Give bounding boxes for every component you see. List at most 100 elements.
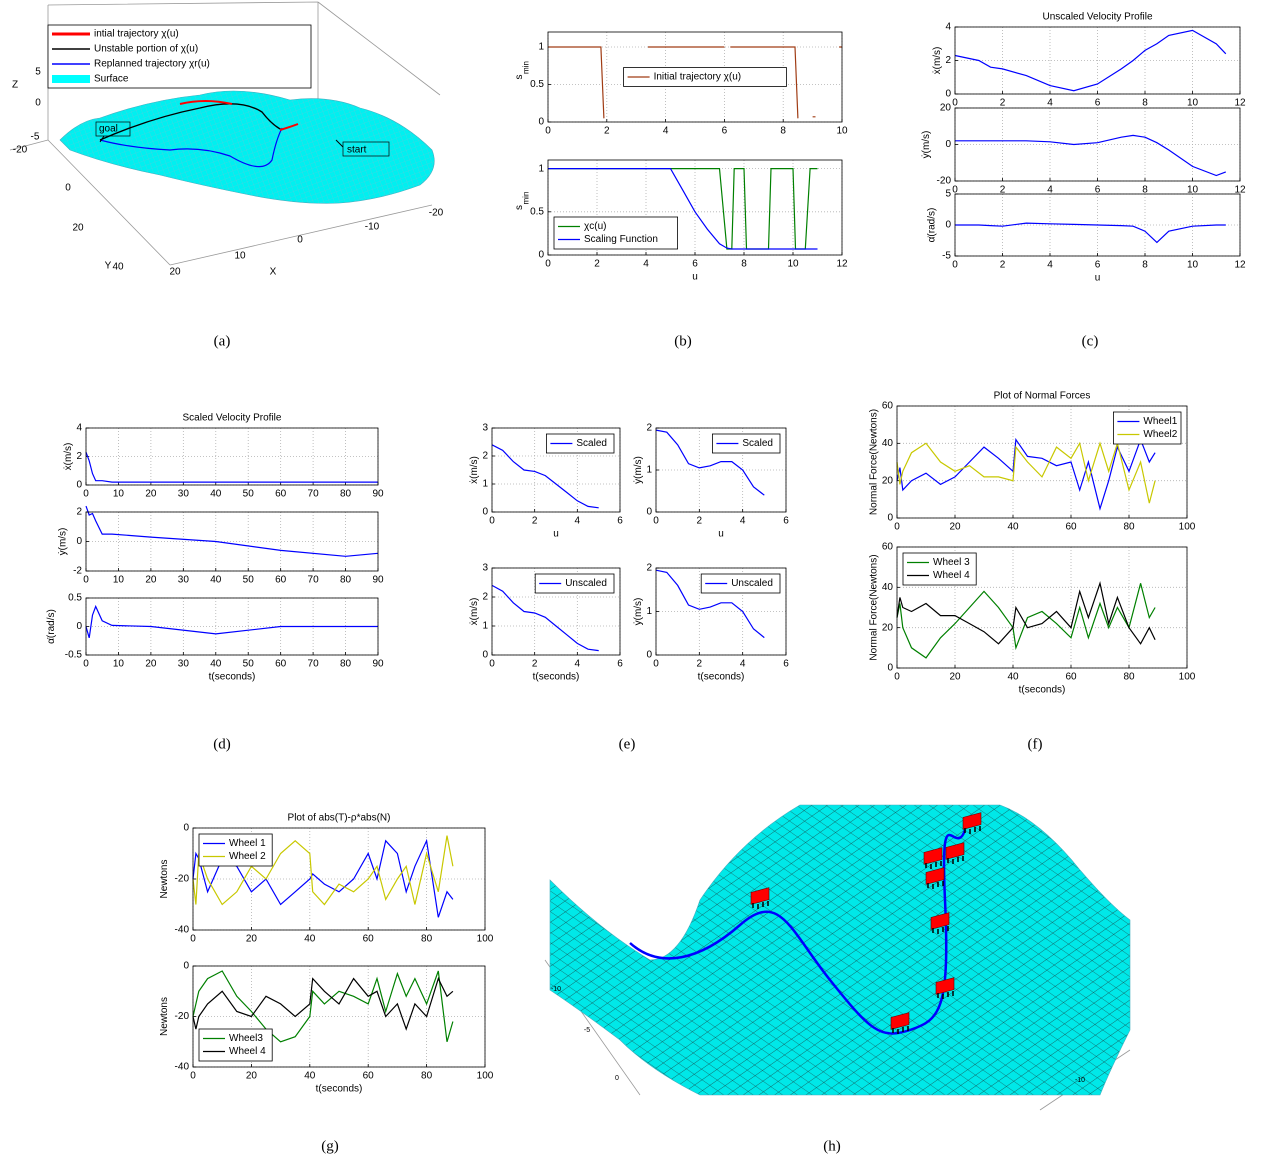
x-tick-label: 4 (1047, 98, 1053, 109)
tick-label: -5 (31, 132, 40, 143)
tick-label: 0 (65, 183, 71, 194)
y-tick-label: 0 (183, 823, 189, 834)
y-axis-label: ẏ(m/s) (633, 598, 644, 626)
x-tick-label: 6 (692, 259, 698, 270)
y-tick-label: 0 (76, 536, 82, 547)
y-axis-label-group: ẋ(m/s) (469, 456, 480, 484)
y-tick-label: 20 (882, 622, 894, 633)
y-axis-label-group: ẏ(m/s) (57, 528, 68, 556)
x-tick-label: 100 (477, 1071, 494, 1082)
tick-label: 20 (72, 223, 84, 234)
annotation: goal (99, 124, 118, 135)
y-tick-label: 2 (646, 563, 652, 574)
x-tick-label: 0 (83, 659, 89, 670)
x-tick-label: 20 (145, 489, 157, 500)
x-tick-label: 90 (372, 489, 384, 500)
x-tick-label: 60 (363, 1071, 375, 1082)
legend-label: Scaling Function (584, 234, 658, 245)
chart-title: Plot of abs(T)-ρ*abs(N) (288, 813, 391, 824)
y-tick-label: 0 (887, 513, 893, 524)
y-tick-label: 2 (482, 451, 488, 462)
x-tick-label: 70 (308, 489, 320, 500)
x-tick-label: 6 (617, 659, 623, 670)
y-tick-label: 3 (482, 423, 488, 434)
x-tick-label: 8 (741, 259, 747, 270)
y-axis-label-group: α̇(rad/s) (926, 208, 937, 243)
y-axis-label-group: ẋ(m/s) (469, 598, 480, 626)
x-tick-label: 50 (243, 575, 255, 586)
x-tick-label: 80 (421, 1071, 433, 1082)
caption: (a) (214, 333, 231, 349)
x-tick-label: 4 (575, 516, 581, 527)
y-tick-label: 20 (940, 103, 952, 114)
y-axis-label-group: Normal Force(Newtons) (868, 554, 879, 660)
x-tick-label: 80 (340, 575, 352, 586)
x-tick-label: 20 (145, 659, 157, 670)
x-tick-label: 40 (1007, 672, 1019, 683)
x-axis-label: u (692, 272, 698, 283)
x-tick-label: 2 (604, 126, 610, 137)
x-tick-label: 0 (952, 98, 958, 109)
legend-label: Wheel 4 (229, 1046, 266, 1057)
x-tick-label: 10 (787, 259, 799, 270)
x-tick-label: 10 (1187, 98, 1199, 109)
x-tick-label: 0 (83, 489, 89, 500)
x-tick-label: 10 (836, 126, 848, 137)
x-tick-label: 2 (594, 259, 600, 270)
y-tick-label: 4 (945, 22, 951, 33)
tick-label: 0 (615, 1075, 619, 1082)
figure: (a)(b)(c)(d)(e)(f)(g)(h)20100-10-20-2002… (0, 0, 1265, 1160)
y-axis-label-group: ẏ(m/s) (921, 131, 932, 159)
x-tick-label: 2 (697, 659, 703, 670)
x-tick-label: 4 (740, 659, 746, 670)
y-axis-label-group: ẏ(m/s) (633, 598, 644, 626)
y-tick-label: 0 (482, 650, 488, 661)
y-axis-label-group: smin (514, 61, 530, 79)
y-tick-label: 40 (882, 438, 894, 449)
x-tick-label: 80 (1123, 672, 1135, 683)
y-tick-label: 2 (76, 507, 82, 518)
y-axis-label: Normal Force(Newtons) (868, 554, 879, 660)
y-axis-label: ẋ(m/s) (469, 598, 480, 626)
x-tick-label: 20 (949, 672, 961, 683)
x-axis-label: u (1095, 273, 1101, 284)
x-axis-label: u (718, 529, 724, 540)
legend-label: Unstable portion of χ(u) (94, 44, 198, 55)
x-tick-label: 40 (304, 934, 316, 945)
y-axis-label-subscript: min (521, 192, 530, 205)
y-tick-label: -0.5 (65, 650, 83, 661)
x-tick-label: 6 (1095, 98, 1101, 109)
y-tick-label: 2 (76, 451, 82, 462)
x-tick-label: 80 (1123, 522, 1135, 533)
y-axis-label: ẏ(m/s) (921, 131, 932, 159)
x-tick-label: 0 (952, 260, 958, 271)
y-axis-label-group: Newtons (159, 997, 170, 1036)
x-tick-label: 60 (275, 575, 287, 586)
x-axis-label: t(seconds) (209, 672, 256, 683)
x-tick-label: 60 (275, 489, 287, 500)
y-tick-label: 0.5 (530, 79, 544, 90)
y-tick-label: 0 (76, 621, 82, 632)
x-tick-label: 70 (308, 659, 320, 670)
y-tick-label: 3 (482, 563, 488, 574)
x-tick-label: 0 (894, 522, 900, 533)
x-tick-label: 40 (210, 575, 222, 586)
y-tick-label: -40 (175, 1062, 190, 1073)
tick-label: 20 (169, 267, 181, 278)
legend-swatch (52, 75, 90, 83)
y-axis-label-group: ẏ(m/s) (633, 456, 644, 484)
legend-label: Wheel 3 (933, 557, 970, 568)
y-tick-label: 0 (945, 220, 951, 231)
caption: (h) (823, 1138, 841, 1154)
x-tick-label: 6 (722, 126, 728, 137)
legend-label: intial trajectory χ(u) (94, 29, 179, 40)
x-tick-label: 0 (545, 126, 551, 137)
tick-label: 0 (35, 98, 41, 109)
y-tick-label: 60 (882, 542, 894, 553)
y-tick-label: 0 (482, 507, 488, 518)
x-tick-label: 60 (275, 659, 287, 670)
x-tick-label: 80 (421, 934, 433, 945)
legend-label: Replanned trajectory χr(u) (94, 59, 210, 70)
x-tick-label: 60 (363, 934, 375, 945)
y-axis-label-group: ẋ(m/s) (932, 47, 943, 75)
